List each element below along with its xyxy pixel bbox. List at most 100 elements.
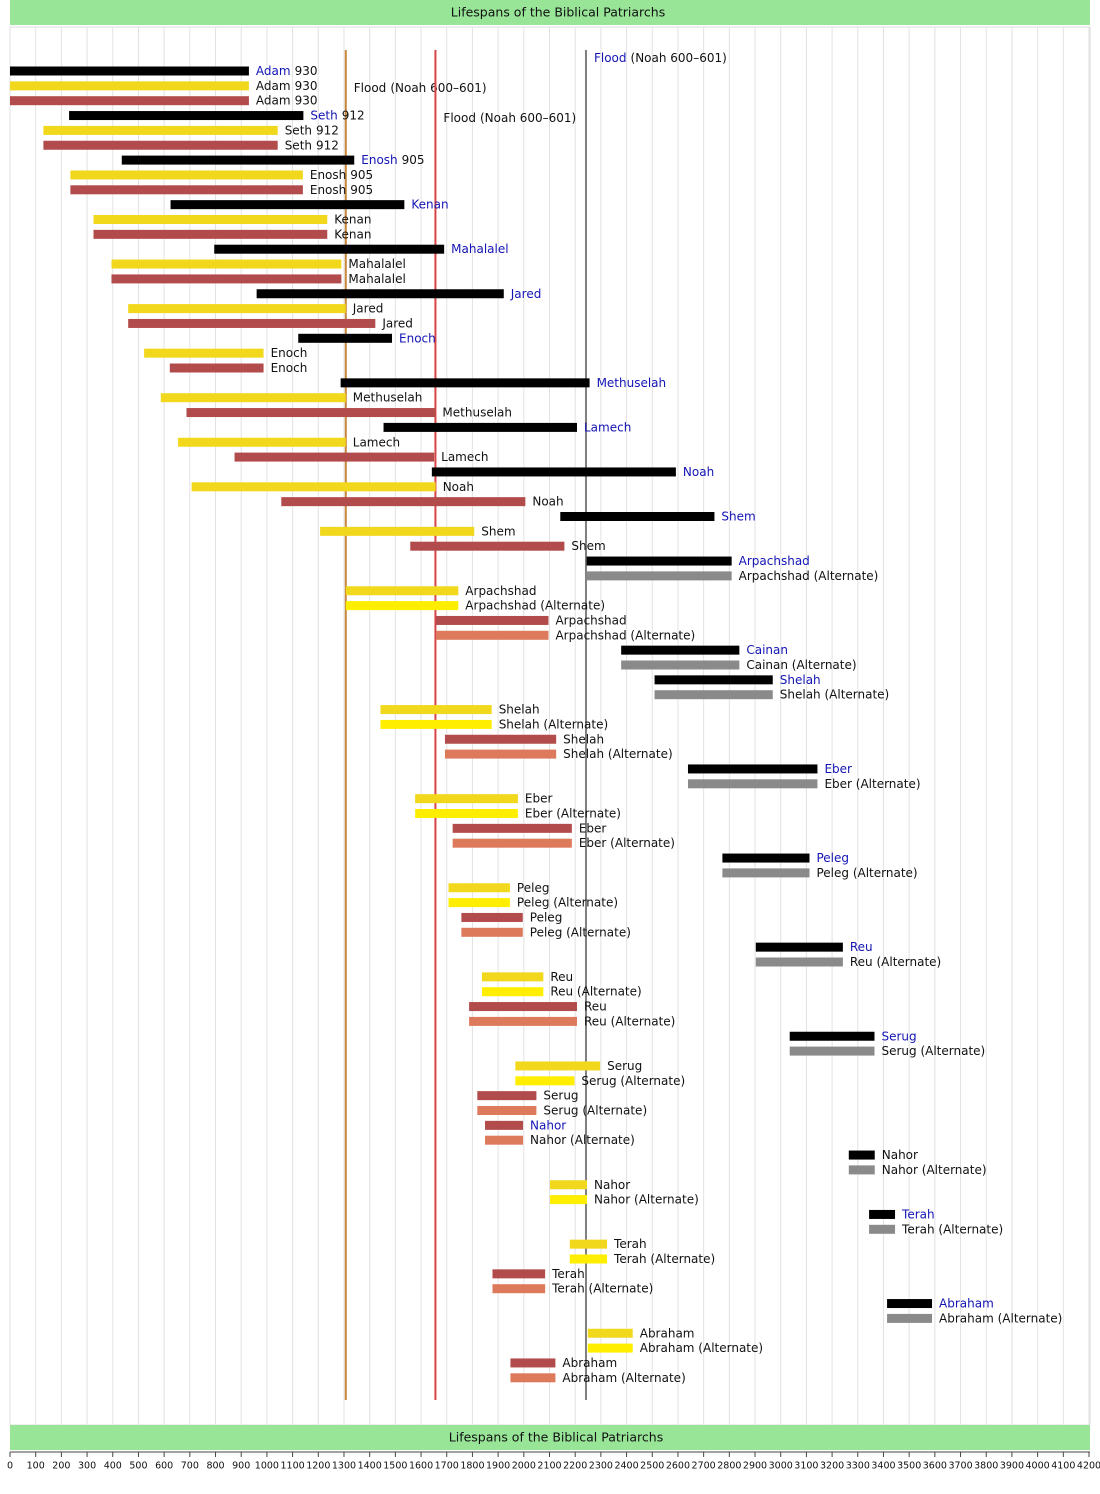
bar-label: Noah [683,464,714,478]
x-tick-label: 3700 [948,1461,972,1472]
patriarch-name[interactable]: Jared [510,286,542,300]
lifespan-bar [848,1165,875,1175]
bar-label: Lamech [584,420,631,434]
x-tick-label: 100 [27,1461,45,1472]
lifespan-bar [69,111,304,121]
lifespan-bar [586,571,732,581]
patriarch-name[interactable]: Eber [824,761,852,775]
patriarch-name[interactable]: Lamech [584,420,631,434]
bar-label: Reu [550,969,573,983]
lifespan-bar [569,1254,608,1264]
flood-annotation: Flood (Noah 600–601) [443,111,576,125]
lifespan-bar [415,794,518,804]
bar-label: Arpachshad [555,613,626,627]
x-tick-label: 1100 [281,1461,305,1472]
patriarch-name[interactable]: Cainan [746,643,788,657]
bar-label: Kenan [334,212,371,226]
bar-label: Methuselah [442,405,512,419]
patriarch-name[interactable]: Nahor [530,1118,566,1132]
flood-note: (Noah 600–601) [631,51,727,65]
lifespan-bar [380,719,492,729]
x-tick-label: 1000 [255,1461,279,1472]
lifespan-years: 930 [295,64,318,78]
patriarch-name: Adam [256,78,291,92]
patriarch-name[interactable]: Peleg [816,851,849,865]
bar-label: Adam 930 [256,64,318,78]
patriarch-name[interactable]: Shelah [780,672,821,686]
lifespan-bar [687,779,818,789]
x-tick-label: 600 [155,1461,173,1472]
patriarch-name[interactable]: Enosh [361,153,397,167]
patriarch-name: Lamech [353,435,400,449]
bar-label: Mahalalel [348,271,405,285]
bar-label: Terah (Alternate) [901,1222,1003,1236]
bar-label: Arpachshad [465,583,536,597]
lifespan-bar [320,526,475,536]
bar-label: Methuselah [353,390,423,404]
bar-label: Abraham (Alternate) [562,1370,685,1384]
x-tick-label: 300 [78,1461,96,1472]
patriarch-name: Cainan (Alternate) [746,658,856,672]
lifespan-bar [621,645,740,655]
patriarch-name: Shelah (Alternate) [563,747,672,761]
bar-label: Methuselah [597,375,667,389]
x-tick-label: 0 [7,1461,13,1472]
lifespan-bar [621,660,740,670]
x-tick-label: 2700 [692,1461,716,1472]
x-tick-label: 1200 [306,1461,330,1472]
patriarch-name[interactable]: Abraham [939,1296,994,1310]
patriarch-name[interactable]: Reu [850,940,873,954]
patriarch-name: Terah [613,1237,647,1251]
flood-annotation: Flood (Noah 600–601) [354,81,487,95]
bar-label: Shelah [780,672,821,686]
lifespan-years: 930 [295,93,318,107]
flood-name: Flood [354,81,387,95]
patriarch-name[interactable]: Methuselah [597,375,667,389]
lifespan-bar [485,1135,524,1145]
lifespan-bar [481,987,544,997]
patriarch-name: Reu (Alternate) [550,984,641,998]
lifespan-years: 912 [342,108,365,122]
patriarch-name[interactable]: Noah [683,464,714,478]
lifespan-bar [477,1106,537,1115]
patriarch-name[interactable]: Kenan [411,197,448,211]
bar-label: Arpachshad [739,554,810,568]
patriarch-name: Nahor [882,1148,918,1162]
patriarch-name[interactable]: Enoch [399,331,436,345]
patriarch-name[interactable]: Terah [901,1207,935,1221]
lifespan-bar [340,378,590,388]
patriarch-name: Eber (Alternate) [579,836,675,850]
bar-label: Serug (Alternate) [581,1073,685,1087]
patriarch-name: Seth [285,138,312,152]
x-tick-label: 2200 [563,1461,587,1472]
bar-label: Peleg (Alternate) [517,895,618,909]
lifespan-bar [444,749,557,759]
bar-label: Abraham (Alternate) [640,1341,763,1355]
bar-label: Shem [571,539,605,553]
bar-label: Eber (Alternate) [525,806,621,820]
lifespan-bar [191,482,436,492]
patriarch-name[interactable]: Serug [881,1029,916,1043]
patriarch-name: Arpachshad (Alternate) [555,628,695,642]
patriarch-name[interactable]: Seth [310,108,337,122]
x-tick-label: 1700 [435,1461,459,1472]
lifespan-bar [448,898,510,908]
lifespan-bar [178,437,346,447]
patriarch-name: Serug (Alternate) [881,1044,985,1058]
lifespan-bar [383,422,577,432]
bar-label: Eber (Alternate) [579,836,675,850]
bar-label: Peleg (Alternate) [816,865,917,879]
patriarch-name: Arpachshad (Alternate) [465,598,605,612]
patriarch-name: Peleg [530,910,563,924]
patriarch-name[interactable]: Shem [721,509,755,523]
bar-label: Seth 912 [310,108,364,122]
x-tick-label: 3300 [846,1461,870,1472]
bar-label: Eber (Alternate) [824,776,920,790]
patriarch-name[interactable]: Adam [256,64,291,78]
lifespan-bar [887,1299,933,1309]
patriarch-name: Shelah [499,702,540,716]
patriarch-name[interactable]: Mahalalel [451,242,508,256]
lifespan-years: 905 [350,182,373,196]
patriarch-name[interactable]: Arpachshad [739,554,810,568]
